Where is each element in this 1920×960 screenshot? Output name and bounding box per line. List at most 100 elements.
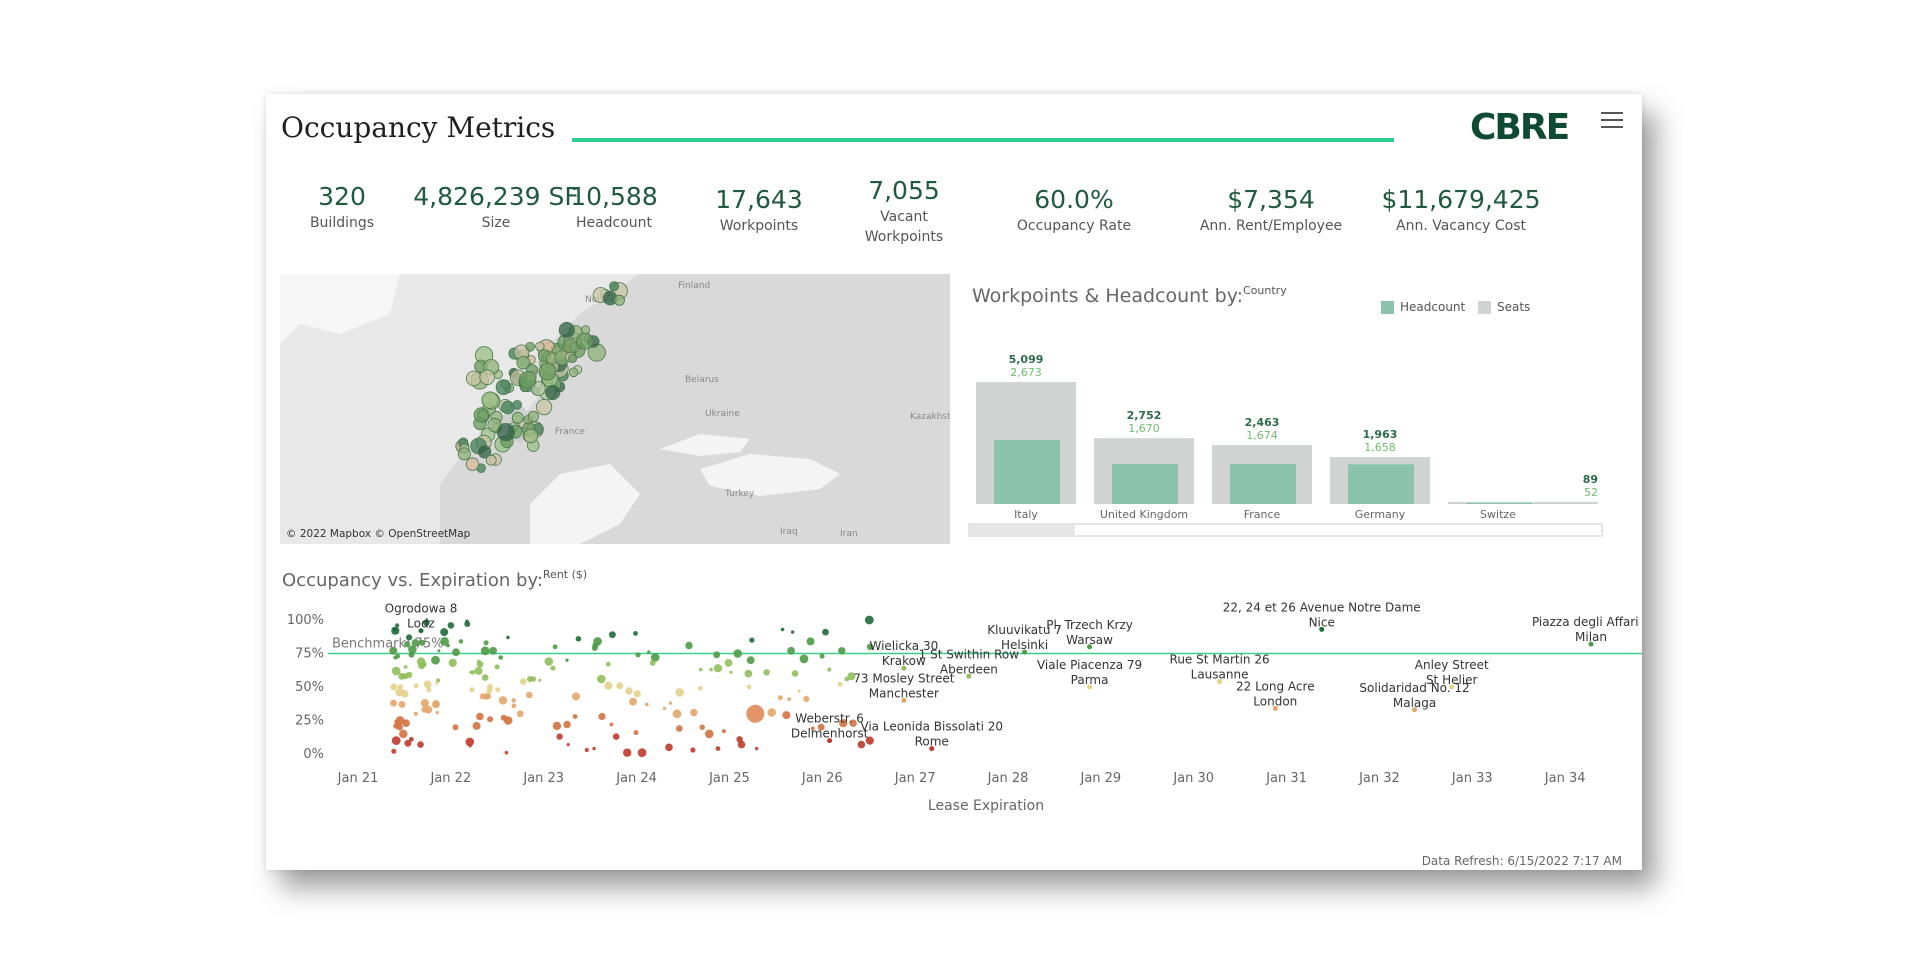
scatter-point[interactable] [746, 656, 755, 665]
scatter-point[interactable] [432, 700, 440, 709]
annotated-point[interactable] [1319, 626, 1325, 632]
map-marker[interactable] [481, 391, 499, 409]
scatter-point[interactable] [668, 701, 673, 705]
scatter-point[interactable] [391, 666, 401, 676]
scatter-point[interactable] [721, 729, 726, 734]
annotated-point[interactable] [929, 746, 935, 752]
scatter-point[interactable] [605, 661, 611, 667]
scatter-point[interactable] [572, 714, 578, 719]
scatter-point[interactable] [527, 676, 533, 682]
scatter-point[interactable] [616, 682, 624, 690]
scatter-point[interactable] [469, 687, 475, 693]
map-marker[interactable] [512, 400, 523, 410]
dimension-selector[interactable]: Country [1243, 284, 1287, 297]
annotated-point[interactable] [1022, 649, 1028, 655]
occupancy-scatter-chart[interactable]: 100% 75% 50% 25% 0% Jan 21 Jan 22 Jan 23 Jan 24 J… [266, 594, 1642, 824]
map-marker[interactable] [545, 384, 561, 401]
annotated-point[interactable] [827, 738, 833, 744]
scatter-point[interactable] [470, 670, 476, 675]
scatter-point[interactable] [685, 641, 693, 650]
scatter-point[interactable] [437, 649, 441, 653]
scatter-point[interactable] [609, 631, 616, 639]
scatter-point[interactable] [406, 634, 413, 641]
scatter-point[interactable] [417, 741, 424, 748]
annotated-point[interactable] [1272, 705, 1278, 711]
scatter-point[interactable] [838, 647, 846, 655]
scatter-point[interactable] [391, 736, 401, 745]
scatter-point[interactable] [698, 686, 703, 691]
map-marker[interactable] [562, 338, 578, 354]
scatter-point[interactable] [849, 719, 857, 727]
annotated-point[interactable] [1087, 684, 1093, 690]
scatter-point[interactable] [481, 674, 489, 681]
scatter-point[interactable] [790, 630, 795, 634]
scatter-point[interactable] [699, 724, 705, 730]
map-marker[interactable] [501, 400, 515, 415]
scatter-point[interactable] [423, 680, 432, 689]
scatter-point[interactable] [448, 658, 457, 667]
annotated-point[interactable] [1087, 644, 1093, 650]
scatter-point[interactable] [647, 650, 651, 654]
scatter-point[interactable] [782, 711, 791, 720]
scatter-point[interactable] [780, 627, 785, 632]
bar-headcount[interactable] [1230, 463, 1296, 504]
scatter-point[interactable] [592, 642, 599, 649]
scatter-point[interactable] [405, 671, 413, 679]
hamburger-menu-icon[interactable] [1601, 112, 1623, 130]
scatter-point[interactable] [550, 665, 556, 671]
scatter-point[interactable] [822, 628, 829, 636]
scatter-point[interactable] [633, 730, 639, 736]
annotated-point[interactable] [1217, 679, 1223, 685]
bar-headcount[interactable] [994, 440, 1060, 504]
annotated-point[interactable] [966, 673, 972, 679]
map-marker[interactable] [558, 321, 575, 339]
legend-item-headcount[interactable]: Headcount [1381, 300, 1465, 314]
scatter-point[interactable] [649, 660, 656, 666]
scatter-point[interactable] [644, 702, 649, 707]
scatter-point[interactable] [404, 641, 411, 648]
scatter-point[interactable] [676, 725, 683, 732]
scatter-point[interactable] [715, 746, 721, 751]
scatter-point[interactable] [494, 664, 500, 670]
map-marker[interactable] [535, 341, 545, 352]
scatter-point[interactable] [479, 693, 486, 700]
scatter-point[interactable] [806, 637, 815, 646]
map-marker[interactable] [530, 381, 546, 396]
map-marker[interactable] [516, 355, 530, 370]
scatter-point[interactable] [665, 743, 673, 752]
scatter-point[interactable] [399, 729, 408, 739]
scatter-point[interactable] [817, 723, 825, 731]
scatter-point[interactable] [520, 678, 527, 685]
scatter-point[interactable] [705, 729, 714, 739]
scatter-point[interactable] [709, 667, 713, 672]
scatter-point[interactable] [487, 716, 494, 723]
scatter-point[interactable] [472, 721, 481, 730]
scatter-point[interactable] [413, 711, 418, 716]
map-marker[interactable] [457, 447, 471, 461]
scatter-point[interactable] [480, 646, 490, 656]
scatter-point[interactable] [563, 720, 571, 729]
annotated-point[interactable] [901, 697, 907, 703]
scatter-point[interactable] [389, 646, 398, 655]
scatter-point[interactable] [552, 644, 558, 650]
scatter-point[interactable] [650, 653, 660, 662]
scatter-point[interactable] [421, 706, 428, 713]
scatter-point[interactable] [744, 669, 753, 678]
scatter-point[interactable] [392, 627, 397, 632]
scatter-point[interactable] [690, 747, 696, 753]
scatter-point[interactable] [847, 672, 856, 681]
scatter-point[interactable] [791, 670, 799, 677]
scatter-point[interactable] [504, 750, 509, 755]
map-marker[interactable] [485, 454, 497, 466]
annotated-point[interactable] [1588, 641, 1594, 647]
scatter-point[interactable] [675, 688, 684, 697]
scatter-point[interactable] [698, 667, 703, 672]
legend-item-seats[interactable]: Seats [1478, 300, 1530, 314]
scatter-point[interactable] [598, 712, 606, 721]
scatter-point[interactable] [633, 690, 641, 698]
scatter-point[interactable] [398, 700, 406, 708]
scatter-point[interactable] [672, 709, 682, 719]
scatter-point[interactable] [749, 637, 755, 643]
scatter-point[interactable] [403, 665, 408, 669]
